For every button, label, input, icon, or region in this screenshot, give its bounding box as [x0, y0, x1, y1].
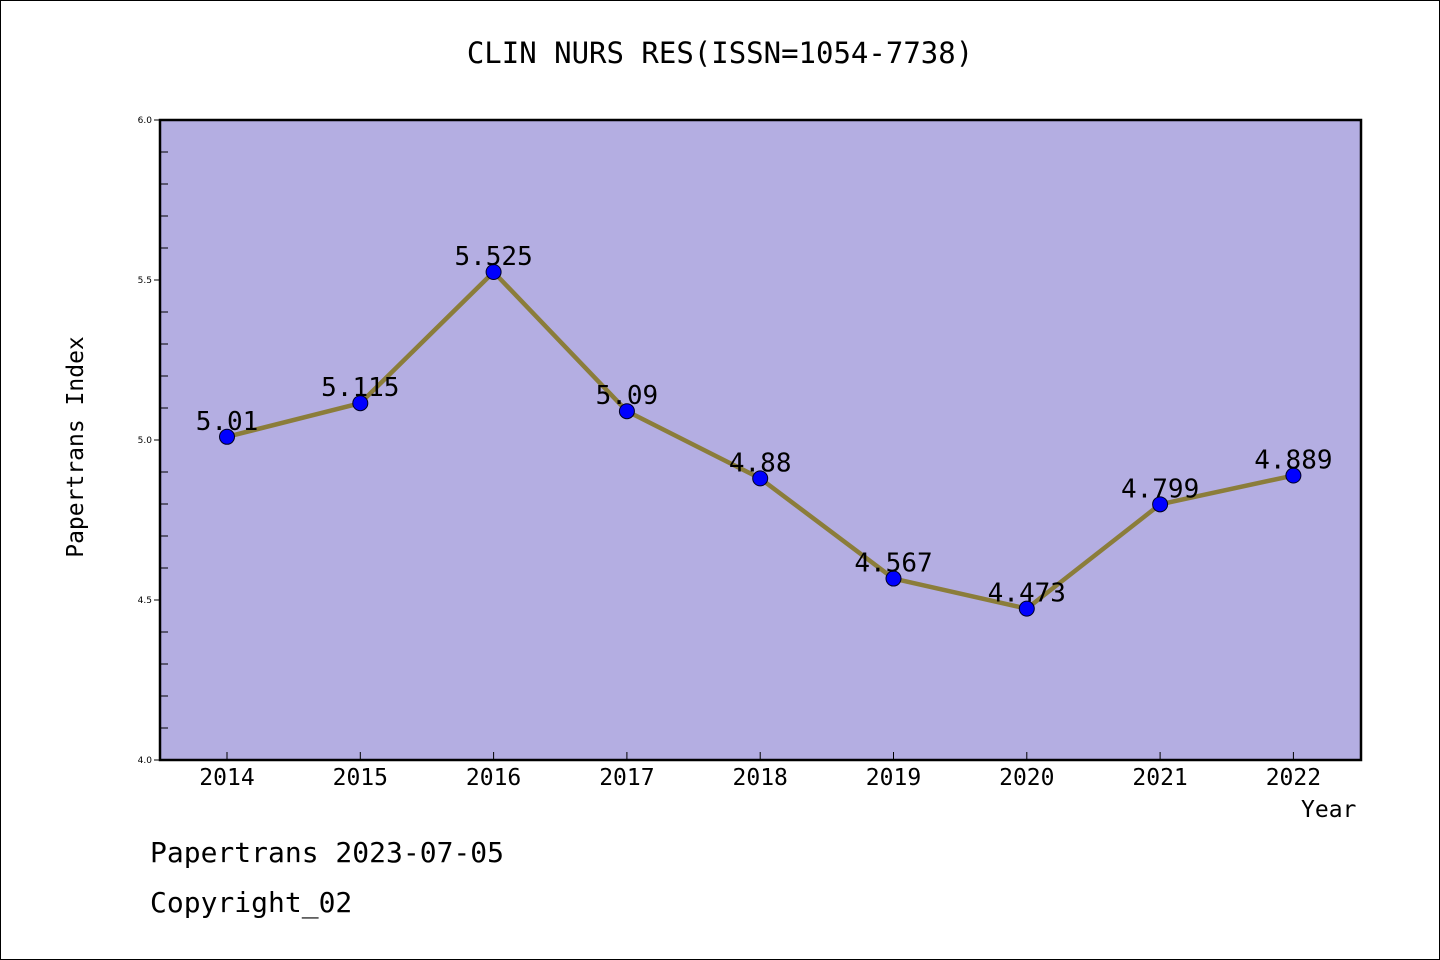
data-label: 5.525 [454, 242, 532, 272]
data-label: 4.88 [729, 448, 792, 478]
data-point [485, 264, 502, 280]
data-label: 5.01 [196, 407, 259, 437]
x-tick-label: 2017 [599, 765, 654, 791]
data-point [1018, 600, 1035, 617]
x-tick-label: 2015 [333, 765, 388, 791]
data-point [752, 470, 769, 487]
series-group [219, 264, 1302, 617]
data-point [1152, 496, 1169, 513]
data-label: 5.09 [596, 381, 659, 411]
y-axis: 4.0 4.5 5.0 5.5 6.0 [138, 116, 168, 766]
x-tick-label: 2022 [1266, 765, 1321, 791]
x-tick-label: 2014 [199, 765, 254, 791]
x-tick-label: 2018 [733, 765, 788, 791]
x-tick-label: 2019 [866, 765, 921, 791]
data-label: 5.115 [321, 373, 399, 403]
x-tick-label: 2016 [466, 765, 521, 791]
x-tick-label: 2021 [1132, 765, 1187, 791]
y-tick-label: 6.0 [138, 116, 153, 126]
data-label: 4.567 [854, 549, 932, 579]
data-point [1285, 467, 1302, 484]
y-tick-label: 4.5 [138, 596, 152, 606]
data-label: 4.799 [1121, 474, 1199, 504]
chart-title: CLIN NURS RES(ISSN=1054-7738) [466, 36, 974, 70]
data-point [885, 570, 902, 587]
copyright-text: Copyright_02 [150, 886, 353, 919]
data-point [219, 428, 235, 445]
x-axis: 2014 2015 2016 2017 2018 2019 2020 2021 2022 [199, 752, 1321, 791]
data-label: 4.889 [1254, 446, 1332, 476]
data-labels: 5.01 5.115 5.525 5.09 4.88 4.567 4.473 4.799 4.8… [196, 242, 1333, 609]
x-tick-label: 2020 [999, 765, 1054, 791]
x-axis-label: Year [1301, 797, 1357, 823]
y-tick-label: 5.5 [138, 276, 152, 286]
date-text: Papertrans 2023-07-05 [150, 836, 505, 869]
data-point [352, 395, 369, 412]
plot-area [158, 118, 1363, 762]
y-tick-label: 5.0 [138, 436, 153, 446]
data-label: 4.473 [988, 579, 1066, 609]
y-tick-label: 4.0 [138, 756, 153, 766]
data-point [618, 403, 635, 420]
